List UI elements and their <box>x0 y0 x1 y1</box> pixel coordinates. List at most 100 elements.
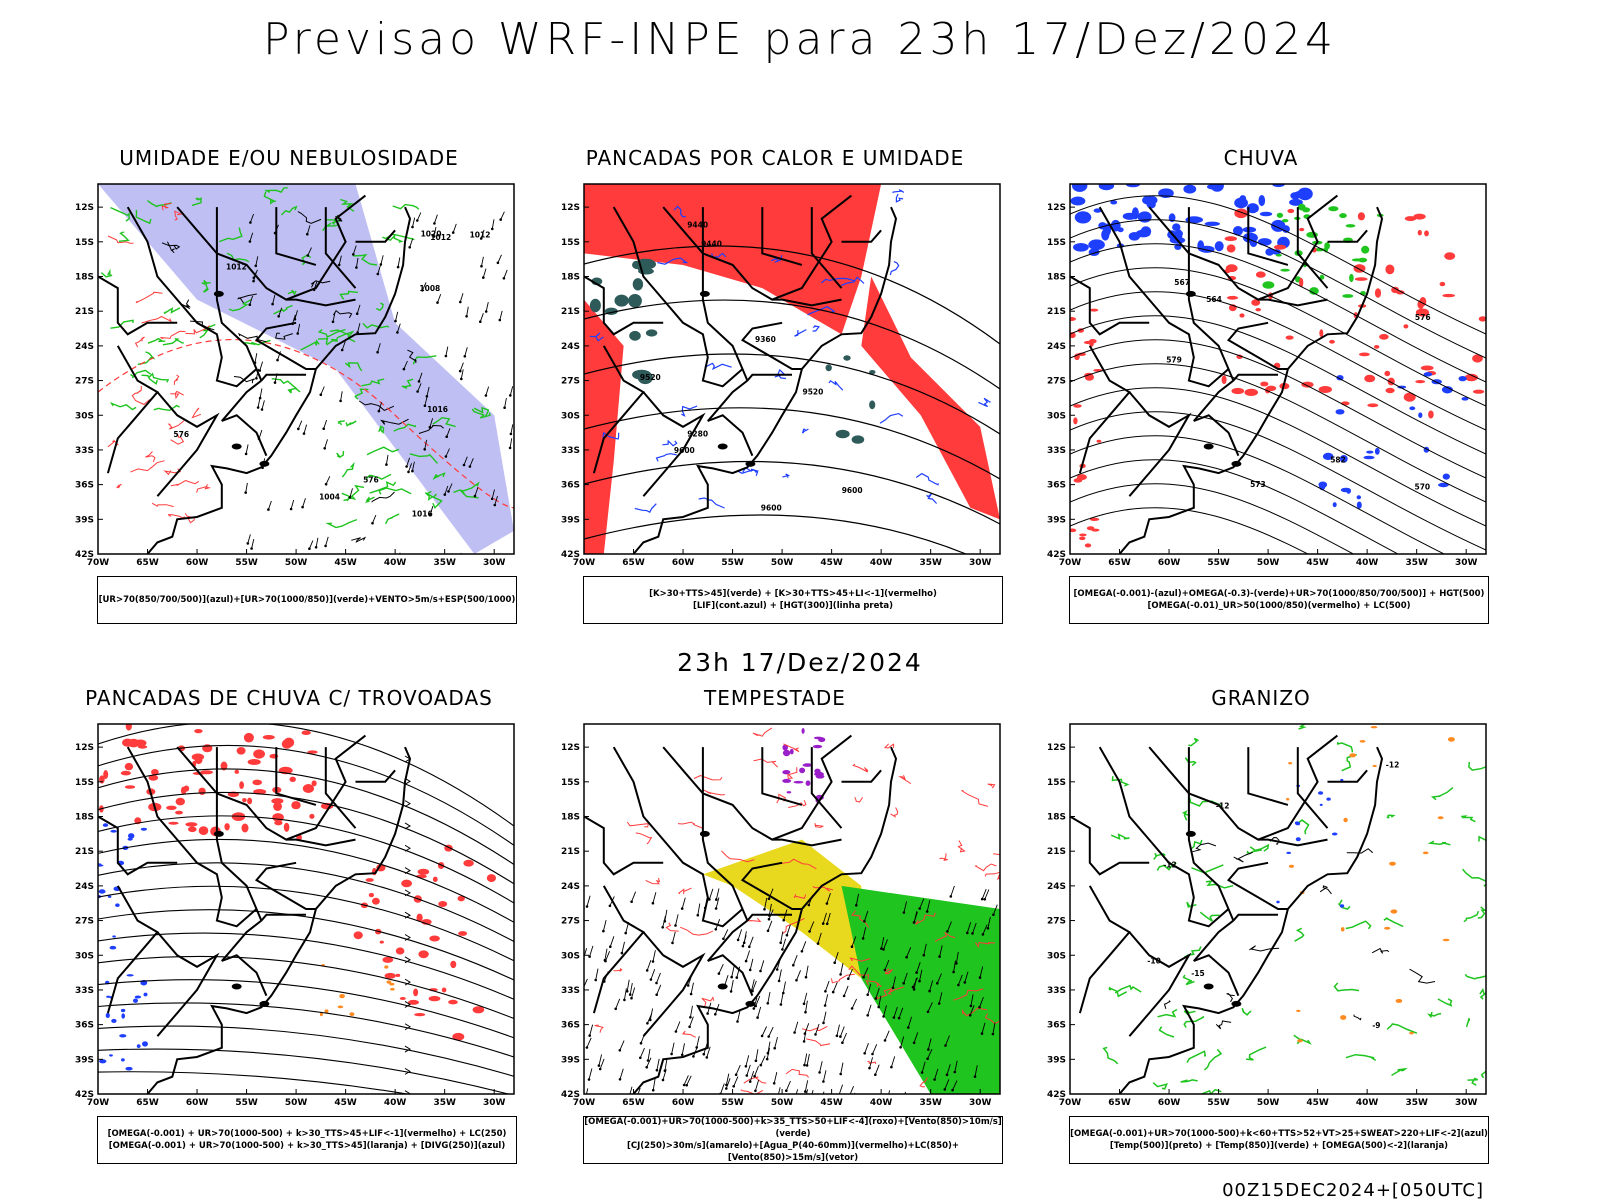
shaded-cell <box>628 294 642 308</box>
wind-vector-head <box>892 1016 896 1019</box>
lake <box>1203 443 1214 450</box>
lat-tick-label: 15S <box>561 238 580 248</box>
height-contour <box>1070 195 1486 335</box>
height-contour <box>584 407 1000 480</box>
shaded-cell <box>1415 308 1430 317</box>
wind-vector <box>938 992 943 1004</box>
wind-vector-head <box>428 513 432 517</box>
wind-vector-head <box>714 928 718 931</box>
shaded-cell <box>1372 764 1377 768</box>
lat-tick-label: 18S <box>1047 273 1066 283</box>
country-border <box>106 885 159 1014</box>
country-border <box>1098 206 1230 388</box>
wind-vector <box>878 995 882 1008</box>
shaded-cell <box>148 774 159 781</box>
country-border <box>275 747 317 806</box>
contour-line <box>895 193 904 203</box>
height-contour <box>584 353 1000 435</box>
wind-vector <box>416 212 422 221</box>
wind-vector <box>874 1064 880 1075</box>
wind-vector <box>804 1080 809 1092</box>
wind-vector <box>786 924 791 936</box>
wind-vector <box>445 346 449 357</box>
wind-vector-head <box>376 272 380 276</box>
contour-line <box>353 253 377 266</box>
streamline <box>98 1071 411 1094</box>
wind-vector <box>444 485 449 495</box>
lat-tick-label: 30S <box>1047 951 1066 961</box>
lake <box>259 460 270 467</box>
country-border <box>1193 379 1240 457</box>
wind-vector <box>944 1079 950 1090</box>
shaded-cell <box>629 330 641 341</box>
country-border <box>1258 298 1328 307</box>
wind-vector-head <box>953 1070 957 1074</box>
wind-vector <box>662 1069 667 1081</box>
shaded-cell <box>1349 753 1357 758</box>
wind-vector-head <box>509 394 512 397</box>
wind-vector-head <box>655 1068 659 1072</box>
shaded-cell <box>1478 316 1486 322</box>
shaded-cell <box>1374 288 1382 298</box>
lat-tick-label: 27S <box>561 917 580 927</box>
wind-vector-head <box>717 972 721 975</box>
wind-vector <box>629 1086 633 1094</box>
wind-vector-head <box>267 508 270 511</box>
streamline-arrow <box>404 889 411 897</box>
contour-line <box>280 205 298 216</box>
contour-line <box>160 330 186 340</box>
streamline <box>98 791 514 885</box>
lat-tick-label: 36S <box>75 1021 94 1031</box>
wind-vector-head <box>250 547 253 550</box>
shaded-cell <box>789 748 794 755</box>
country-border <box>156 931 220 1037</box>
lat-tick-label: 36S <box>1047 1021 1066 1031</box>
wind-vector <box>417 383 422 392</box>
wind-vector <box>795 1089 799 1094</box>
wind-vector <box>332 312 336 322</box>
lat-tick-label: 39S <box>1047 1055 1066 1065</box>
wind-vector-head <box>289 507 293 511</box>
wind-vector-head <box>759 1063 763 1067</box>
lon-tick-label: 60W <box>186 558 209 568</box>
wind-vector <box>445 448 450 457</box>
shaded-cell <box>1072 184 1088 192</box>
contour-line <box>1191 864 1224 875</box>
shaded-cell <box>125 724 132 731</box>
wind-vector <box>650 969 656 980</box>
country-border <box>1070 275 1150 336</box>
shaded-cell <box>1345 224 1356 228</box>
wind-vector-head <box>674 1030 678 1033</box>
shaded-cell <box>175 810 183 815</box>
wind-vector <box>267 500 272 510</box>
contour-line <box>1294 927 1305 942</box>
wind-vector-head <box>883 968 887 972</box>
height-contour <box>1070 483 1355 554</box>
wind-vector-head <box>460 377 463 381</box>
wind-vector <box>589 1024 594 1036</box>
shaded-cell <box>812 744 823 749</box>
country-border <box>584 815 664 876</box>
wind-vector <box>619 1068 624 1080</box>
contour-line <box>1246 1046 1267 1061</box>
country-border <box>740 321 802 370</box>
shaded-cell <box>1340 487 1351 493</box>
wind-vector-head <box>882 1015 885 1018</box>
streamline <box>98 768 514 865</box>
lon-tick-label: 35W <box>1405 1098 1428 1108</box>
shaded-cell <box>614 294 629 307</box>
wind-vector <box>952 1080 958 1091</box>
contour-line <box>1383 916 1404 928</box>
contour-line <box>702 788 725 796</box>
wind-vector-head <box>479 237 483 240</box>
wind-vector <box>357 323 361 333</box>
wind-vector <box>497 254 502 263</box>
wind-vector <box>686 1075 692 1086</box>
wind-vector-head <box>877 1005 880 1009</box>
wind-vector-head <box>952 970 955 974</box>
country-border <box>746 373 792 382</box>
contour-line <box>787 767 798 779</box>
streamline <box>98 885 514 962</box>
wind-vector-head <box>927 1048 930 1051</box>
